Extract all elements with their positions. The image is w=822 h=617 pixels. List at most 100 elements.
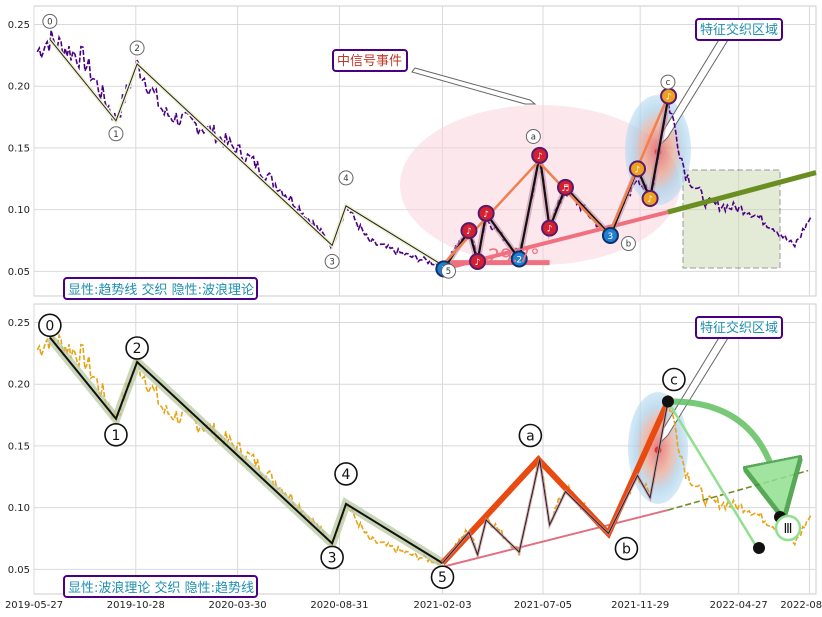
bottom-wave-label-circle [320, 545, 344, 570]
bottom-wave-line [49, 336, 444, 565]
y-tick-label: 0.10 [8, 503, 30, 514]
bottom-wave-label-circle [125, 336, 149, 360]
y-tick-label: 0.15 [8, 143, 30, 154]
x-tick-label: 2020-08-31 [310, 600, 368, 611]
end-label-circle [774, 514, 802, 542]
signal-marker-label: ♪ [647, 195, 653, 205]
top-wave-label: 2 [134, 44, 139, 54]
y-tick-label: 0.25 [8, 20, 30, 31]
bottom-wave-label: 4 [342, 467, 351, 483]
y-tick-label: 0.10 [8, 205, 30, 216]
top-zone-label: 特征交织区域 [700, 22, 778, 38]
bottom-wave-lines [46, 334, 809, 568]
top-y-ticks: 0.05 0.10 0.15 0.20 0.25 [8, 20, 30, 278]
bottom-wave-label-circle [334, 462, 358, 486]
bottom-y-ticks: 0.05 0.10 0.15 0.20 0.25 [8, 318, 30, 576]
top-abc-label: a [531, 132, 536, 142]
y-tick-label: 0.20 [8, 380, 30, 391]
top-wave-labels: 0 1 2 3 4 5 a b c [42, 13, 676, 279]
x-tick-label: 2020-03-30 [209, 600, 267, 611]
bottom-abc-label: b [622, 542, 631, 558]
top-wave-label-circle [338, 170, 354, 186]
bottom-trendline [442, 509, 669, 568]
x-tick-label: 2022-08-12 [780, 600, 822, 611]
top-abc-label: c [666, 78, 671, 88]
top-wave-label-circle [324, 253, 340, 269]
top-wave-label: 1 [113, 130, 118, 140]
top-wave-label: 3 [329, 257, 334, 267]
signal-marker-label: ♪ [537, 152, 543, 162]
x-tick-label: 2021-02-03 [413, 600, 471, 611]
signal-marker [601, 227, 619, 245]
top-panel: 0.05 0.10 0.15 0.20 0.25 1 ♪ ♪ ♪ 2 ♪ ♪ ♬ 3 ♪ ♪ ♪ 0 1 2 3 4 5… [8, 5, 817, 300]
signal-marker-label: ♪ [475, 258, 481, 268]
top-price-line [36, 29, 812, 269]
top-wave-label-circle [42, 13, 58, 29]
signal-marker [531, 146, 549, 164]
signal-marker [556, 178, 574, 196]
top-abc-label-circle [525, 128, 541, 144]
bottom-zigzag [442, 401, 669, 564]
bottom-abc-label-circle [614, 536, 639, 561]
bottom-legend-box: 显性:波浪理论 交织 隐性:趋势线 [63, 575, 258, 598]
top-price-series [36, 29, 812, 269]
event-arrow [411, 67, 537, 105]
signal-marker-label: ♪ [483, 210, 489, 220]
bottom-abc-line [440, 400, 671, 566]
signal-marker-label: 2 [516, 255, 522, 265]
bottom-legend-text: 显性:波浪理论 交织 隐性:趋势线 [68, 580, 254, 596]
bottom-x-ticks: 2019-05-27 2019-10-28 2020-03-30 2020-08-31… [5, 600, 822, 611]
bottom-wave-label-circle [38, 313, 62, 338]
y-tick-label: 0.05 [8, 565, 30, 576]
bottom-wave-labels: 0 1 2 3 4 5 a b c Ⅲ [38, 313, 802, 589]
end-label: Ⅲ [784, 522, 793, 537]
endpoint-dot [753, 542, 765, 554]
signal-marker [469, 252, 487, 270]
extended-trendline [667, 170, 817, 215]
bottom-wave-label: 3 [328, 550, 337, 566]
bottom-zone-label: 特征交织区域 [700, 320, 778, 336]
y-tick-label: 0.25 [8, 318, 30, 329]
top-wave-label-circle [108, 126, 124, 142]
signal-marker-label: 3 [608, 232, 614, 242]
x-tick-label: 2021-11-29 [611, 600, 669, 611]
x-tick-label: 2019-10-28 [107, 600, 165, 611]
bottom-abc-label: a [526, 428, 535, 444]
signal-marker [541, 219, 559, 237]
projection-box [682, 169, 781, 269]
point-c-dot [661, 395, 674, 408]
event-label-box: 中信号事件 [332, 49, 408, 72]
top-signal-markers: 1♪♪♪2♪♪♬3♪♪♪ [435, 87, 678, 278]
bottom-wave-label: 0 [45, 318, 54, 334]
top-wave-label-circle [129, 40, 145, 56]
bottom-zone-label-box: 特征交织区域 [695, 316, 783, 339]
signal-marker-label: ♪ [547, 225, 553, 235]
trendline-angle-label: 29.7° [488, 245, 540, 267]
signal-marker [460, 222, 478, 240]
top-legend-box: 显性:趋势线 交织 隐性:波浪理论 [63, 277, 258, 300]
x-tick-label: 2019-05-27 [5, 600, 63, 611]
top-wave-label-circle [441, 263, 457, 279]
signal-marker [510, 250, 528, 268]
top-wave-label: 4 [343, 174, 348, 184]
top-abc-label-circle [660, 74, 676, 90]
signal-marker-label: ♬ [561, 184, 569, 194]
bottom-abc-label: c [670, 372, 678, 388]
signal-marker-label: ♪ [666, 93, 672, 103]
bottom-wave-label: 1 [112, 428, 121, 444]
bottom-wave-label: 2 [133, 341, 142, 357]
top-zone-label-box: 特征交织区域 [695, 18, 783, 41]
x-tick-label: 2022-04-27 [710, 600, 768, 611]
bottom-wave-label-circle [430, 565, 455, 589]
signal-marker-label: ♪ [635, 165, 641, 175]
top-wave-label: 5 [446, 267, 451, 277]
bottom-abc-label-circle [662, 367, 686, 392]
top-abc-label-circle [620, 236, 636, 252]
projection-curve-arrow [667, 398, 778, 490]
signal-marker [477, 204, 495, 222]
top-wave-label: 0 [47, 17, 52, 27]
event-label: 中信号事件 [337, 54, 402, 69]
signal-marker [641, 190, 659, 208]
top-legend-text: 显性:趋势线 交织 隐性:波浪理论 [68, 282, 254, 298]
